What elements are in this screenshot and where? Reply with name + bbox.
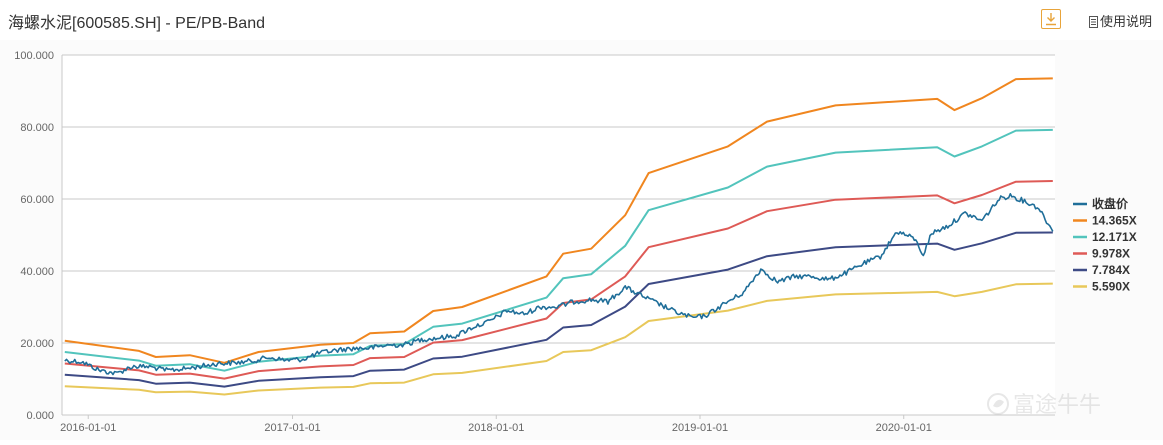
series-line bbox=[64, 231, 1053, 388]
legend-label: 12.171X bbox=[1092, 230, 1137, 244]
y-tick-label: 0.000 bbox=[26, 410, 54, 422]
header: 海螺水泥[600585.SH] - PE/PB-Band 使用说明 bbox=[0, 0, 1163, 40]
legend-label: 5.590X bbox=[1092, 280, 1130, 294]
legend-item[interactable]: 14.365X bbox=[1073, 214, 1137, 228]
page-title: 海螺水泥[600585.SH] - PE/PB-Band bbox=[8, 15, 266, 32]
x-tick-label: 2019-01-01 bbox=[672, 422, 728, 434]
legend-label: 9.978X bbox=[1092, 247, 1130, 261]
legend-item[interactable]: 7.784X bbox=[1073, 263, 1130, 277]
y-tick-label: 80.000 bbox=[20, 122, 54, 134]
y-tick-label: 40.000 bbox=[20, 266, 54, 278]
legend: 收盘价 14.365X 12.171X 9.978X 7.784X 5.590X bbox=[1073, 196, 1137, 294]
x-tick-label: 2016-01-01 bbox=[60, 422, 116, 434]
series-line bbox=[64, 128, 1053, 372]
legend-label: 收盘价 bbox=[1092, 196, 1129, 211]
y-tick-label: 20.000 bbox=[20, 338, 54, 350]
document-icon bbox=[1089, 16, 1098, 28]
legend-item[interactable]: 12.171X bbox=[1073, 230, 1137, 244]
x-tick-label: 2018-01-01 bbox=[468, 422, 524, 434]
legend-label: 7.784X bbox=[1092, 263, 1130, 277]
x-tick-label: 2020-01-01 bbox=[876, 422, 932, 434]
legend-item[interactable]: 9.978X bbox=[1073, 247, 1130, 261]
pe-band-chart[interactable]: 0.000 20.000 40.000 60.000 80.000 100.000 2016… bbox=[0, 40, 1163, 440]
y-tick-label: 60.000 bbox=[20, 194, 54, 206]
download-button[interactable] bbox=[1041, 9, 1061, 29]
futu-logo-icon bbox=[987, 393, 1009, 415]
series-line bbox=[64, 282, 1053, 396]
help-label: 使用说明 bbox=[1100, 14, 1153, 29]
download-icon bbox=[1046, 13, 1056, 26]
chart-area: 0.000 20.000 40.000 60.000 80.000 100.000 2016… bbox=[0, 40, 1163, 440]
x-tick-label: 2017-01-01 bbox=[264, 422, 320, 434]
watermark: 富途牛牛 bbox=[987, 392, 1101, 417]
legend-item[interactable]: 收盘价 bbox=[1073, 196, 1129, 211]
series-line bbox=[64, 193, 1054, 376]
series-line bbox=[64, 180, 1053, 380]
help-link[interactable]: 使用说明 bbox=[1089, 11, 1152, 30]
legend-label: 14.365X bbox=[1092, 214, 1137, 228]
legend-item[interactable]: 5.590X bbox=[1073, 280, 1130, 294]
series-line bbox=[64, 77, 1053, 364]
y-tick-label: 100.000 bbox=[14, 50, 54, 62]
watermark-text: 富途牛牛 bbox=[1013, 392, 1101, 417]
